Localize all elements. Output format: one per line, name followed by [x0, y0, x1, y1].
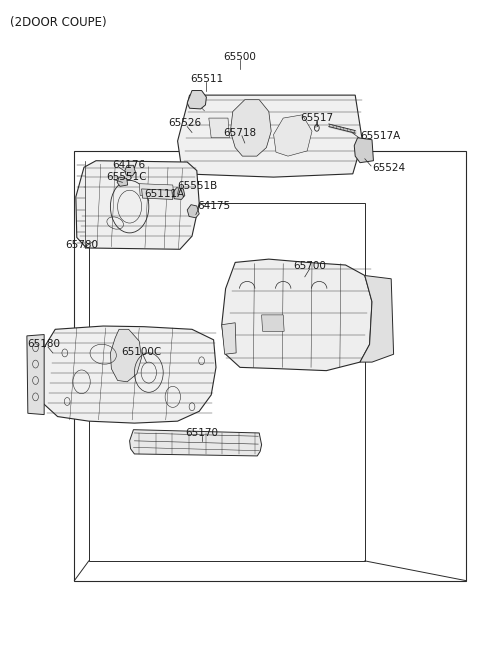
- Polygon shape: [76, 161, 199, 249]
- Polygon shape: [139, 184, 174, 197]
- Polygon shape: [110, 329, 142, 382]
- Text: 65111A: 65111A: [144, 189, 184, 199]
- Polygon shape: [187, 91, 206, 109]
- Text: (2DOOR COUPE): (2DOOR COUPE): [10, 16, 106, 30]
- Polygon shape: [230, 100, 271, 156]
- Text: 65100C: 65100C: [121, 347, 162, 358]
- Text: 65700: 65700: [293, 260, 326, 271]
- Polygon shape: [178, 95, 362, 177]
- Polygon shape: [130, 430, 262, 456]
- Polygon shape: [39, 326, 216, 423]
- Text: 65551B: 65551B: [178, 181, 218, 192]
- Polygon shape: [27, 335, 44, 415]
- Text: 65517: 65517: [300, 113, 334, 123]
- Polygon shape: [117, 177, 128, 186]
- Text: 65526: 65526: [168, 118, 202, 129]
- Polygon shape: [274, 115, 312, 156]
- Polygon shape: [173, 188, 185, 199]
- Polygon shape: [209, 118, 229, 138]
- Polygon shape: [222, 323, 236, 354]
- Text: 65170: 65170: [185, 428, 218, 438]
- Polygon shape: [262, 315, 284, 331]
- Text: 64176: 64176: [112, 160, 145, 171]
- Text: 65517A: 65517A: [360, 131, 400, 141]
- Text: 65551C: 65551C: [107, 172, 147, 182]
- Polygon shape: [354, 138, 373, 163]
- Polygon shape: [187, 205, 199, 218]
- Text: 65500: 65500: [224, 52, 256, 62]
- Text: 65780: 65780: [65, 239, 98, 250]
- Text: 64175: 64175: [197, 201, 230, 211]
- Text: 65718: 65718: [223, 127, 257, 138]
- Text: 65524: 65524: [372, 163, 405, 173]
- Text: 65511: 65511: [190, 73, 223, 84]
- Polygon shape: [142, 189, 173, 199]
- Polygon shape: [125, 165, 135, 176]
- Polygon shape: [222, 259, 372, 371]
- Polygon shape: [360, 276, 394, 362]
- Text: 65180: 65180: [28, 339, 60, 350]
